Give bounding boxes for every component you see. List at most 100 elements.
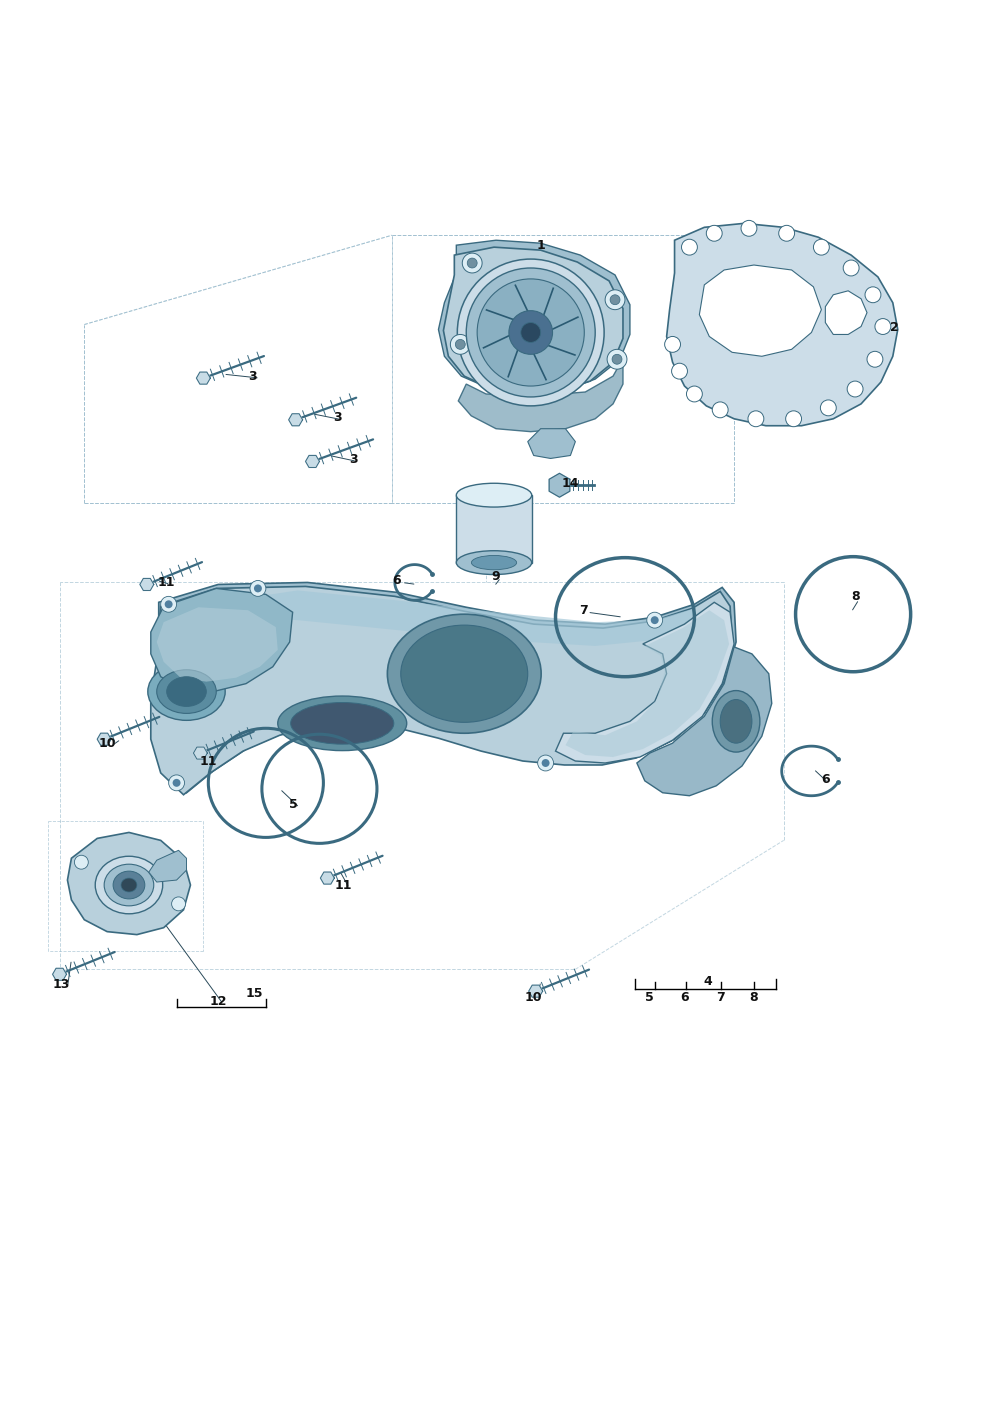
Circle shape: [847, 382, 863, 397]
Text: 13: 13: [53, 978, 70, 991]
Circle shape: [462, 253, 482, 274]
Text: 7: 7: [579, 603, 587, 617]
Polygon shape: [218, 591, 694, 645]
Ellipse shape: [712, 690, 760, 752]
Polygon shape: [825, 290, 867, 334]
Circle shape: [521, 323, 541, 342]
Polygon shape: [97, 734, 111, 745]
Polygon shape: [151, 586, 732, 794]
Ellipse shape: [456, 483, 532, 506]
Text: 10: 10: [525, 991, 543, 1003]
Circle shape: [651, 616, 659, 624]
Circle shape: [538, 755, 554, 770]
Polygon shape: [157, 607, 278, 682]
Circle shape: [686, 386, 702, 401]
Text: 5: 5: [290, 798, 298, 811]
Text: 6: 6: [393, 574, 401, 586]
Polygon shape: [443, 247, 623, 394]
Polygon shape: [556, 602, 734, 763]
Text: 3: 3: [333, 411, 341, 424]
Circle shape: [741, 220, 757, 236]
Polygon shape: [458, 358, 623, 432]
Text: 10: 10: [98, 737, 116, 749]
Circle shape: [867, 351, 883, 368]
Text: 4: 4: [704, 975, 712, 988]
Ellipse shape: [291, 703, 394, 744]
Polygon shape: [528, 429, 575, 459]
Circle shape: [665, 337, 681, 352]
Polygon shape: [196, 372, 210, 384]
Circle shape: [169, 774, 185, 791]
Text: 5: 5: [646, 991, 654, 1003]
Circle shape: [161, 596, 177, 612]
Circle shape: [786, 411, 802, 427]
Polygon shape: [140, 578, 154, 591]
Circle shape: [843, 260, 859, 276]
Text: 8: 8: [851, 589, 859, 603]
Ellipse shape: [157, 669, 216, 713]
Polygon shape: [149, 850, 186, 882]
Polygon shape: [637, 647, 772, 796]
Text: 1: 1: [537, 239, 545, 251]
Circle shape: [450, 334, 470, 355]
Text: 3: 3: [249, 369, 257, 383]
Polygon shape: [53, 968, 66, 981]
Circle shape: [165, 600, 173, 609]
Polygon shape: [529, 985, 543, 998]
Text: 3: 3: [349, 453, 357, 466]
Circle shape: [605, 290, 625, 310]
Circle shape: [820, 400, 836, 415]
Circle shape: [607, 349, 627, 369]
Circle shape: [865, 286, 881, 303]
Polygon shape: [550, 473, 569, 497]
Text: 8: 8: [750, 991, 758, 1003]
Ellipse shape: [148, 662, 225, 720]
Text: 9: 9: [492, 570, 500, 584]
Text: 2: 2: [891, 321, 899, 334]
Polygon shape: [151, 588, 293, 692]
Circle shape: [779, 226, 795, 241]
Circle shape: [712, 401, 728, 418]
Text: 12: 12: [209, 995, 227, 1007]
Circle shape: [455, 340, 465, 349]
Polygon shape: [565, 610, 729, 758]
Circle shape: [706, 226, 722, 241]
Ellipse shape: [471, 556, 517, 570]
Circle shape: [813, 240, 829, 255]
Text: 14: 14: [561, 477, 579, 490]
Circle shape: [875, 318, 891, 334]
Text: 7: 7: [716, 991, 724, 1003]
Text: 6: 6: [821, 773, 829, 786]
Circle shape: [173, 779, 181, 787]
Text: 11: 11: [158, 577, 176, 589]
Ellipse shape: [401, 626, 528, 723]
Ellipse shape: [167, 676, 206, 707]
Circle shape: [509, 310, 553, 355]
Circle shape: [748, 411, 764, 427]
Circle shape: [254, 585, 262, 592]
Ellipse shape: [466, 268, 595, 397]
Polygon shape: [438, 240, 630, 394]
Text: 15: 15: [245, 986, 263, 1000]
Polygon shape: [456, 495, 532, 563]
Ellipse shape: [387, 615, 542, 734]
Circle shape: [250, 581, 266, 596]
Circle shape: [610, 295, 620, 304]
Ellipse shape: [104, 864, 154, 906]
Ellipse shape: [477, 279, 584, 386]
Circle shape: [172, 897, 186, 911]
Circle shape: [74, 856, 88, 868]
Text: 11: 11: [199, 755, 217, 767]
Ellipse shape: [720, 700, 752, 744]
Circle shape: [467, 258, 477, 268]
Circle shape: [647, 612, 663, 629]
Ellipse shape: [278, 696, 407, 751]
Circle shape: [542, 759, 550, 767]
Text: 6: 6: [681, 991, 688, 1003]
Polygon shape: [306, 456, 319, 467]
Ellipse shape: [457, 260, 604, 405]
Polygon shape: [193, 746, 207, 759]
Text: 11: 11: [334, 878, 352, 891]
Polygon shape: [289, 414, 303, 425]
Polygon shape: [320, 873, 334, 884]
